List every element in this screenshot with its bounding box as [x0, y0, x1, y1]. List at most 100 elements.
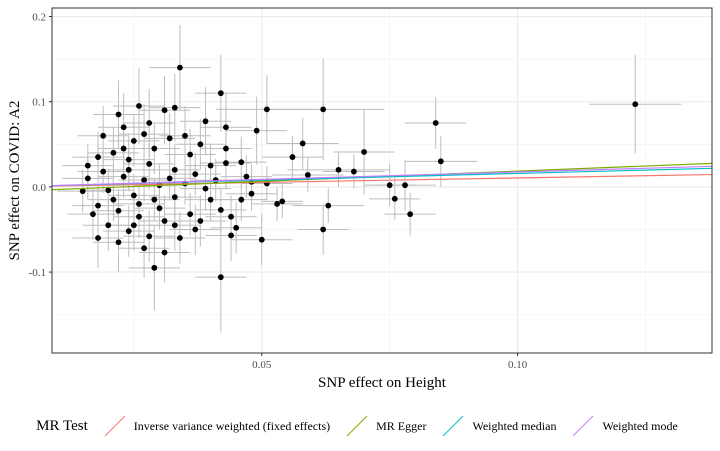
major-gridlines — [52, 8, 712, 353]
data-point — [110, 149, 117, 156]
legend: MR Test Inverse variance weighted (fixed… — [0, 412, 720, 440]
y-tick-label: -0.1 — [29, 267, 46, 279]
data-point — [130, 192, 137, 199]
data-point — [228, 232, 234, 239]
data-point — [177, 235, 183, 241]
data-point — [130, 222, 137, 229]
data-point — [238, 196, 245, 203]
data-point — [197, 218, 204, 224]
y-tick-label: 0.2 — [32, 12, 46, 24]
data-point — [95, 235, 101, 241]
data-point — [320, 106, 327, 113]
data-point — [243, 173, 250, 180]
data-point — [299, 140, 306, 147]
data-point — [161, 249, 168, 256]
data-point — [391, 195, 398, 202]
x-tick-label: 0.05 — [252, 359, 272, 371]
data-point — [320, 226, 327, 233]
data-point — [136, 103, 142, 109]
data-point — [130, 137, 137, 144]
data-point — [289, 154, 296, 160]
data-point — [120, 124, 127, 131]
legend-label-mr-egger: MR Egger — [376, 418, 427, 433]
data-point — [274, 201, 281, 207]
data-point — [115, 111, 122, 118]
data-point — [100, 132, 107, 139]
legend-label-ivw: Inverse variance weighted (fixed effects… — [133, 418, 331, 433]
legend-key-weighted-mode — [573, 415, 594, 437]
y-tick-label: 0.1 — [32, 97, 46, 109]
data-point — [156, 205, 163, 212]
legend-item-ivw: Inverse variance weighted (fixed effects… — [102, 413, 330, 439]
legend-item-mr-egger: MR Egger — [344, 413, 426, 439]
data-point — [258, 236, 265, 243]
data-point — [407, 211, 414, 218]
data-point — [90, 211, 96, 218]
regression-lines — [51, 162, 713, 191]
data-point — [238, 159, 245, 166]
data-point — [223, 145, 229, 152]
legend-item-weighted-mode: Weighted mode — [570, 413, 678, 439]
data-point — [100, 168, 107, 175]
data-point — [105, 222, 112, 229]
data-point — [187, 211, 194, 218]
data-point — [217, 90, 224, 97]
data-point — [197, 141, 204, 148]
data-point — [335, 166, 342, 173]
data-point — [171, 222, 178, 229]
data-point — [325, 202, 332, 209]
legend-key-weighted-median — [443, 415, 464, 437]
data-point — [141, 245, 147, 252]
data-point — [192, 226, 199, 233]
data-point — [79, 188, 86, 195]
data-point — [171, 104, 178, 111]
data-point — [207, 196, 214, 203]
data-point — [146, 233, 153, 240]
data-point — [212, 177, 219, 183]
data-point — [253, 127, 260, 134]
data-point — [386, 182, 393, 189]
data-point — [146, 160, 153, 167]
data-point — [166, 175, 173, 182]
data-point — [110, 196, 117, 203]
data-point — [248, 190, 255, 197]
data-point — [136, 213, 142, 220]
data-point — [125, 228, 132, 235]
data-point — [432, 120, 439, 126]
data-point — [161, 218, 168, 224]
data-point — [151, 196, 158, 203]
data-point — [177, 64, 183, 71]
legend-key-mr-egger — [346, 415, 368, 437]
data-point — [151, 264, 158, 271]
data-point — [187, 151, 194, 158]
legend-key-ivw — [104, 415, 126, 437]
y-axis-title: SNP effect on COVID: A2 — [7, 101, 23, 261]
data-point — [115, 239, 122, 246]
data-point — [161, 107, 168, 114]
x-axis-ticks: 0.05 0.10 — [252, 353, 528, 371]
data-point — [304, 172, 311, 178]
legend-title: MR Test — [36, 417, 88, 434]
data-point — [151, 145, 158, 152]
legend-label-weighted-mode: Weighted mode — [602, 418, 678, 433]
data-point — [632, 101, 639, 108]
data-point — [84, 175, 91, 182]
legend-label-weighted-median: Weighted median — [472, 418, 557, 433]
data-point — [437, 158, 444, 165]
data-point — [95, 154, 101, 160]
fit-line — [51, 173, 713, 187]
y-axis-ticks: -0.1 0.0 0.1 0.2 — [29, 12, 52, 279]
data-point — [207, 162, 214, 169]
data-point — [171, 194, 178, 201]
data-point — [171, 166, 178, 173]
data-point — [361, 149, 367, 155]
y-tick-label: 0.0 — [32, 182, 46, 194]
data-point — [115, 207, 122, 214]
legend-item-weighted-median: Weighted median — [440, 413, 556, 439]
data-point — [202, 185, 209, 192]
data-point — [223, 160, 229, 166]
data-point — [84, 162, 91, 169]
data-point — [228, 213, 234, 220]
data-point — [166, 135, 173, 142]
plot-border — [51, 7, 713, 354]
